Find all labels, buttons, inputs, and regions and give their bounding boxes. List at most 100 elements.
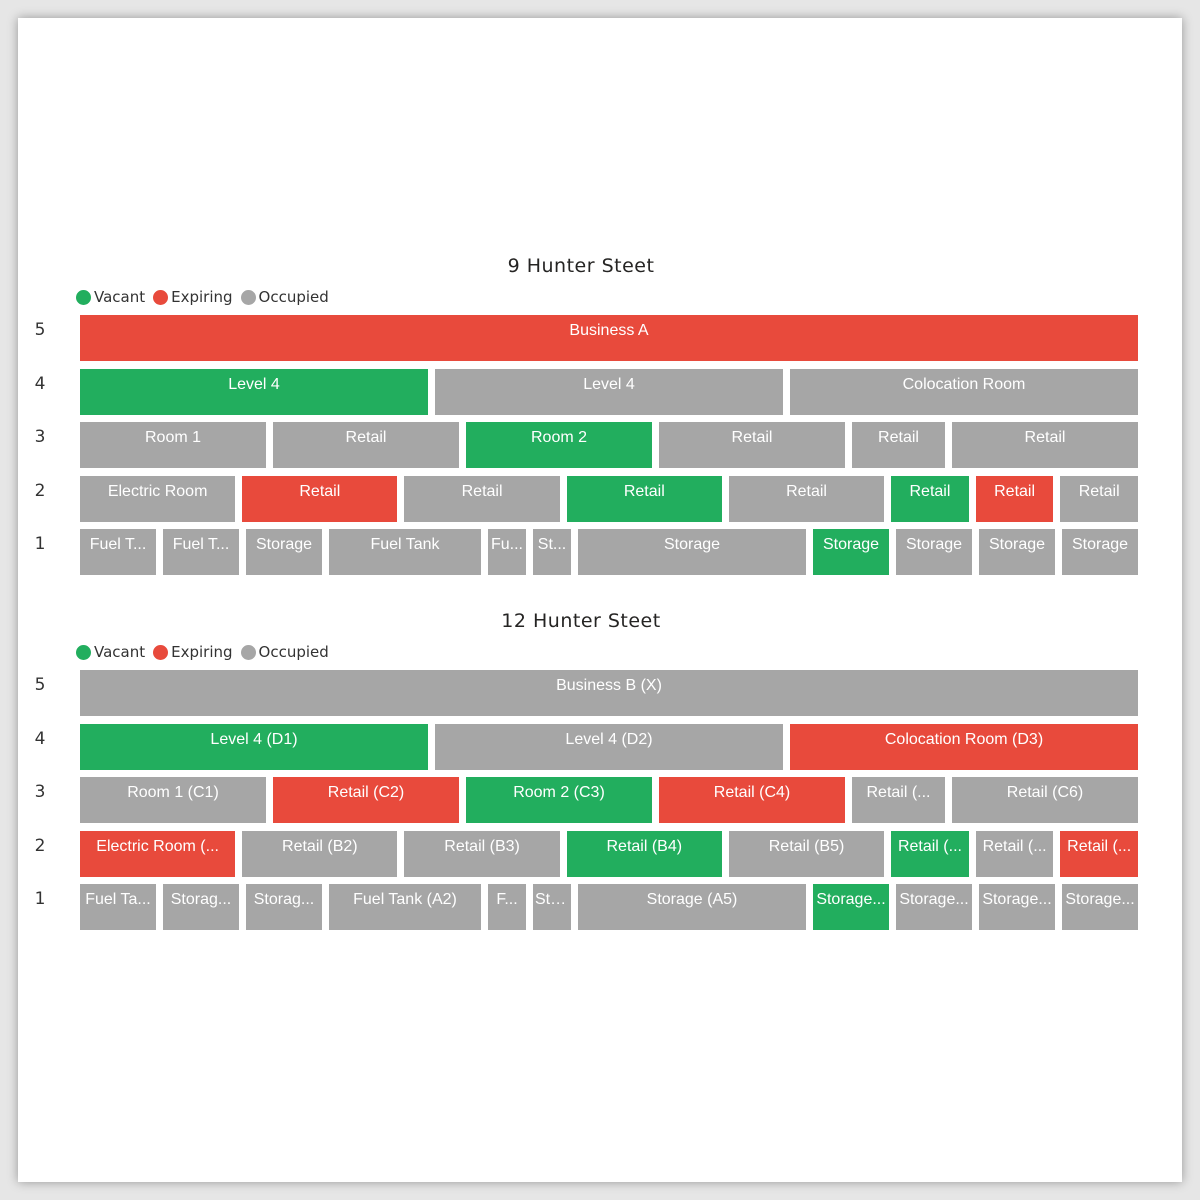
legend-dot-vacant: [76, 644, 91, 660]
unit-tile-occupied[interactable]: Retail (B3): [404, 830, 560, 877]
legend-label: Vacant: [94, 288, 146, 306]
unit-tile-occupied[interactable]: Retail: [728, 475, 885, 522]
unit-tile-occupied[interactable]: Fuel Tank: [329, 529, 481, 575]
unit-label: Sto...: [535, 891, 571, 908]
unit-tile-occupied[interactable]: Storage: [896, 529, 972, 575]
unit-label: Retail (C2): [327, 784, 405, 801]
unit-tile-occupied[interactable]: Storage...: [896, 884, 972, 930]
unit-label: Retail (...: [1067, 837, 1132, 855]
unit-label: Retail: [345, 429, 387, 446]
unit-tile-occupied[interactable]: Storage (A5): [578, 884, 806, 930]
unit-tile-occupied[interactable]: Fuel T...: [163, 529, 239, 575]
unit-tile-occupied[interactable]: Retail: [273, 422, 459, 468]
unit-tile-occupied[interactable]: Room 1: [80, 422, 266, 468]
unit-label: Retail (...: [866, 784, 931, 801]
unit-tile-occupied[interactable]: Electric Room: [80, 475, 236, 522]
unit-tile-vacant[interactable]: Retail: [566, 475, 722, 522]
unit-tile-occupied[interactable]: Retail: [404, 475, 560, 522]
unit-tile-occupied[interactable]: Storage...: [979, 884, 1055, 930]
unit-tile-expiring[interactable]: Retail: [242, 475, 398, 522]
unit-tile-expiring[interactable]: Retail (...: [1060, 830, 1138, 877]
unit-tile-occupied[interactable]: Sto...: [533, 884, 571, 930]
unit-tile-occupied[interactable]: Retail: [852, 422, 945, 468]
unit-tile-vacant[interactable]: Level 4 (D1): [80, 723, 428, 770]
unit-tile-expiring[interactable]: Electric Room (...: [80, 830, 236, 877]
unit-tile-vacant[interactable]: Level 4: [80, 368, 428, 415]
unit-label: Room 1: [144, 429, 202, 446]
unit-tile-occupied[interactable]: Retail: [952, 422, 1138, 468]
unit-tile-vacant[interactable]: Storage...: [813, 884, 889, 930]
unit-label: Storage...: [816, 891, 886, 908]
chart-title: 9 Hunter Steet: [507, 255, 655, 277]
unit-tile-occupied[interactable]: Fuel Ta...: [80, 884, 156, 930]
unit-tile-occupied[interactable]: Retail (C6): [952, 777, 1138, 823]
unit-tile-occupied[interactable]: Retail: [659, 422, 845, 468]
unit-tile-occupied[interactable]: Retail (B5): [728, 830, 885, 877]
unit-tile-occupied[interactable]: Storage: [1062, 529, 1138, 575]
unit-tile-occupied[interactable]: Business B (X): [80, 670, 1138, 716]
legend-item-vacant[interactable]: Vacant: [76, 288, 145, 306]
unit-tile-occupied[interactable]: Retail (B2): [242, 830, 398, 877]
unit-label: Fuel Tank (A2): [353, 891, 457, 908]
legend-item-occupied[interactable]: Occupied: [240, 288, 329, 306]
unit-tile-occupied[interactable]: Level 4: [435, 368, 783, 415]
unit-label: Storage...: [982, 891, 1052, 908]
unit-label: Storage: [988, 536, 1046, 553]
unit-label: Business A: [569, 322, 649, 339]
unit-tile-expiring[interactable]: Retail (C4): [659, 777, 845, 823]
unit-label: Level 4 (D2): [565, 730, 653, 748]
unit-tile-vacant[interactable]: Retail: [891, 475, 969, 522]
unit-label: Storage: [663, 536, 721, 553]
unit-label: Business B (X): [556, 677, 662, 694]
unit-tile-occupied[interactable]: Retail: [1060, 475, 1138, 522]
unit-label: Retail (B4): [606, 837, 683, 855]
unit-tile-occupied[interactable]: Fuel Tank (A2): [329, 884, 481, 930]
unit-tile-occupied[interactable]: Storage...: [1062, 884, 1138, 930]
unit-tile-occupied[interactable]: Storage: [979, 529, 1055, 575]
unit-tile-occupied[interactable]: Storage: [246, 529, 322, 575]
legend-item-expiring[interactable]: Expiring: [153, 288, 233, 306]
unit-tile-expiring[interactable]: Colocation Room (D3): [790, 723, 1138, 770]
unit-label: Colocation Room (D3): [884, 730, 1044, 748]
unit-tile-occupied[interactable]: Storag...: [163, 884, 239, 930]
row-label-level: 3: [34, 782, 46, 802]
unit-tile-vacant[interactable]: Retail (B4): [566, 830, 722, 877]
unit-tile-occupied[interactable]: St...: [533, 529, 571, 575]
row-label-level: 2: [34, 835, 46, 856]
legend-item-expiring[interactable]: Expiring: [153, 643, 233, 661]
unit-tile-occupied[interactable]: Retail (...: [975, 830, 1054, 877]
legend-label: Vacant: [94, 643, 146, 661]
unit-tile-expiring[interactable]: Business A: [80, 315, 1138, 361]
unit-tile-occupied[interactable]: Fu...: [488, 529, 526, 575]
unit-tile-occupied[interactable]: Room 1 (C1): [80, 777, 266, 823]
legend-label: Occupied: [258, 643, 329, 661]
unit-tile-vacant[interactable]: Room 2 (C3): [466, 777, 652, 823]
unit-tile-occupied[interactable]: Storag...: [246, 884, 322, 930]
unit-label: Retail: [878, 429, 919, 446]
unit-tile-occupied[interactable]: Retail (...: [852, 777, 945, 823]
unit-tile-vacant[interactable]: Storage: [813, 529, 889, 575]
unit-label: Retail (...: [982, 837, 1047, 855]
legend-item-vacant[interactable]: Vacant: [76, 643, 145, 661]
legend-dot-occupied: [240, 644, 256, 660]
unit-tile-occupied[interactable]: F...: [488, 884, 526, 930]
unit-tile-occupied[interactable]: Level 4 (D2): [435, 723, 783, 770]
legend-item-occupied[interactable]: Occupied: [240, 643, 329, 661]
unit-tile-occupied[interactable]: Fuel T...: [80, 529, 156, 575]
unit-label: Level 4 (D1): [210, 730, 298, 748]
unit-label: Storage: [255, 536, 313, 553]
legend-label: Occupied: [258, 288, 329, 306]
unit-tile-occupied[interactable]: Colocation Room: [790, 368, 1138, 415]
unit-label: Storage...: [899, 891, 969, 908]
unit-label: Retail: [461, 482, 503, 500]
unit-tile-vacant[interactable]: Retail (...: [891, 830, 969, 877]
unit-tile-expiring[interactable]: Retail (C2): [273, 777, 459, 823]
unit-label: Retail: [786, 482, 827, 500]
unit-label: Retail (C4): [713, 784, 791, 801]
unit-tile-occupied[interactable]: Storage: [578, 529, 806, 575]
unit-label: Retail (C6): [1006, 784, 1084, 801]
unit-tile-expiring[interactable]: Retail: [975, 475, 1054, 522]
unit-label: Retail: [1024, 429, 1066, 446]
unit-tile-vacant[interactable]: Room 2: [466, 422, 652, 468]
unit-label: Level 4: [583, 375, 635, 393]
